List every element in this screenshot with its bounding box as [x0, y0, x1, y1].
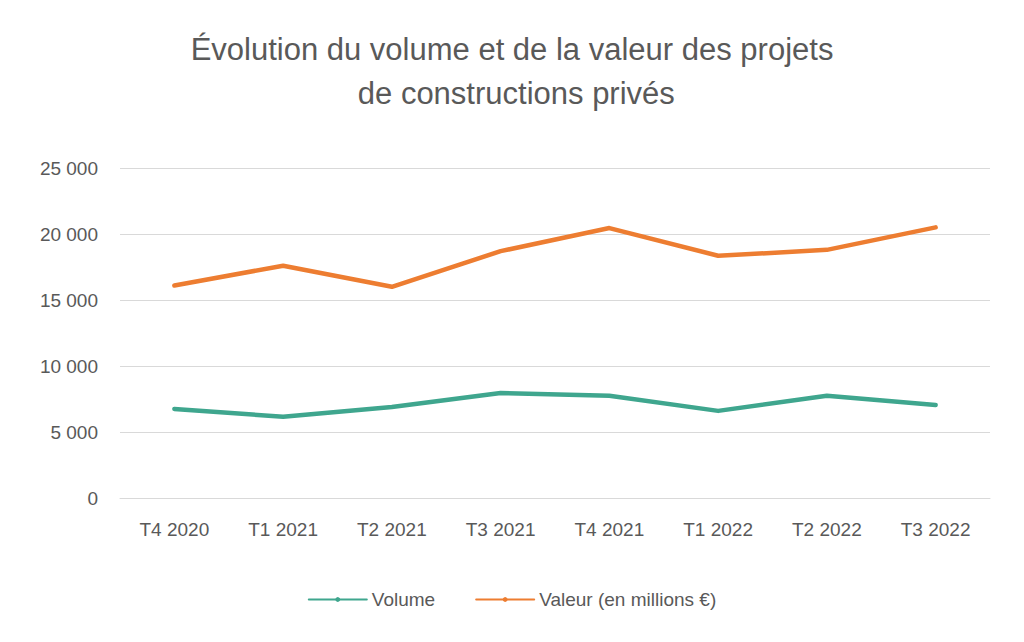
svg-text:T2 2022: T2 2022 [792, 519, 862, 540]
svg-text:5 000: 5 000 [50, 422, 98, 443]
svg-text:10 000: 10 000 [40, 356, 98, 377]
svg-text:T3 2022: T3 2022 [901, 519, 971, 540]
svg-text:T3 2021: T3 2021 [466, 519, 536, 540]
svg-text:T2 2021: T2 2021 [357, 519, 427, 540]
svg-text:Volume: Volume [372, 589, 435, 610]
svg-text:0: 0 [87, 488, 98, 509]
svg-text:T4 2020: T4 2020 [140, 519, 210, 540]
svg-text:T4 2021: T4 2021 [575, 519, 645, 540]
svg-text:20 000: 20 000 [40, 224, 98, 245]
svg-text:25 000: 25 000 [40, 158, 98, 179]
svg-text:de constructions privés: de constructions privés [349, 76, 675, 111]
svg-text:Évolution du volume et de la v: Évolution du volume et de la valeur des … [191, 32, 834, 67]
svg-text:15 000: 15 000 [40, 290, 98, 311]
svg-text:T1 2022: T1 2022 [683, 519, 753, 540]
svg-text:T1 2021: T1 2021 [248, 519, 318, 540]
svg-text:Valeur (en millions €): Valeur (en millions €) [539, 589, 716, 610]
